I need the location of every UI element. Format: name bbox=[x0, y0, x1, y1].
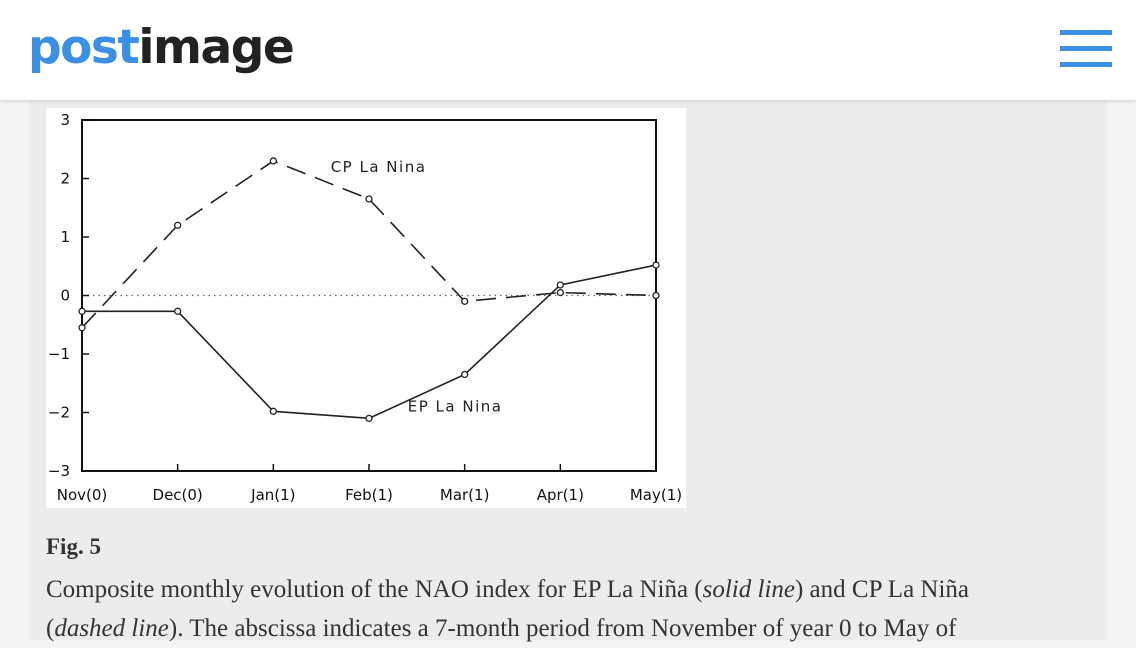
data-point bbox=[365, 195, 373, 203]
menu-bar-bottom bbox=[1060, 62, 1112, 67]
series-annotation-label: CP La Nina bbox=[331, 158, 427, 176]
data-point bbox=[652, 291, 660, 300]
x-tick-label: Nov(0) bbox=[57, 486, 108, 504]
series-line-cp bbox=[81, 160, 657, 329]
caption-line1-c: ) and CP La Niña bbox=[794, 576, 970, 603]
x-tick-label: May(1) bbox=[630, 486, 682, 504]
caption-line2-a: ( bbox=[46, 615, 55, 642]
menu-bar-middle bbox=[1060, 46, 1112, 51]
data-point bbox=[652, 261, 660, 269]
hamburger-menu-icon[interactable] bbox=[1058, 28, 1114, 70]
caption-line1-b: solid line bbox=[702, 576, 795, 603]
data-point bbox=[461, 370, 469, 379]
figure-image: 3 2 1 0 −1 −2 −3 Nov(0) Dec(0) Jan(1) Feb(1) Mar(1)… bbox=[46, 108, 686, 508]
x-tick-label: Jan(1) bbox=[250, 486, 295, 504]
y-tick-label: 0 bbox=[60, 287, 70, 305]
series-annotation-label: EP La Nina bbox=[408, 398, 503, 416]
data-point bbox=[78, 307, 86, 315]
data-point bbox=[174, 221, 182, 229]
y-tick-label: 2 bbox=[60, 170, 70, 188]
logo-text-image: image bbox=[138, 20, 294, 75]
data-point bbox=[174, 307, 182, 315]
y-tick-label: −3 bbox=[48, 462, 70, 480]
y-tick-label: 3 bbox=[60, 111, 70, 129]
y-tick-label: −2 bbox=[48, 404, 70, 422]
x-tick-label: Mar(1) bbox=[440, 486, 490, 504]
top-header: postimage bbox=[0, 0, 1136, 100]
x-tick-label: Dec(0) bbox=[153, 486, 203, 504]
series-line-ep bbox=[82, 264, 657, 420]
data-point bbox=[365, 414, 373, 423]
y-tick-label: 1 bbox=[60, 228, 70, 246]
data-point bbox=[461, 297, 469, 306]
logo-text-post: post bbox=[28, 20, 140, 75]
data-point bbox=[269, 407, 277, 415]
postimage-logo[interactable]: postimage bbox=[28, 18, 295, 78]
data-point bbox=[556, 288, 564, 297]
x-tick-label: Apr(1) bbox=[537, 486, 584, 504]
data-point bbox=[556, 281, 564, 289]
figure-caption-title: Fig. 5 bbox=[46, 534, 101, 559]
y-tick-label: −1 bbox=[48, 345, 70, 363]
figure-caption-text: Composite monthly evolution of the NAO i… bbox=[46, 570, 1106, 648]
x-tick-label: Feb(1) bbox=[345, 486, 393, 504]
menu-bar-top bbox=[1060, 30, 1112, 35]
caption-line2-b: dashed line bbox=[54, 615, 169, 642]
data-point bbox=[78, 324, 86, 332]
nao-line-chart: 3 2 1 0 −1 −2 −3 Nov(0) Dec(0) Jan(1) Feb(1) Mar(1)… bbox=[48, 111, 682, 504]
caption-line1-a: Composite monthly evolution of the NAO i… bbox=[46, 576, 703, 603]
caption-line2-c: ). The abscissa indicates a 7-month peri… bbox=[168, 615, 957, 642]
data-point bbox=[269, 157, 277, 165]
